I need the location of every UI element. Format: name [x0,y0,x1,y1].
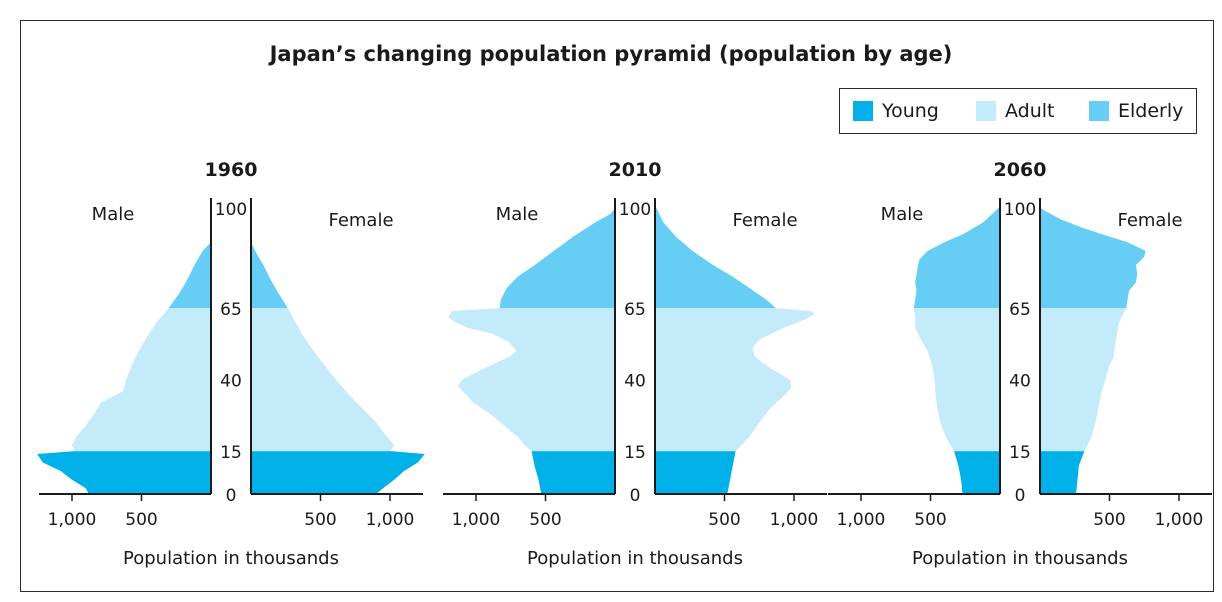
pop-tick-label-2010: 500 [708,510,740,530]
chart-title: Japan’s changing population pyramid (pop… [269,42,953,66]
female-label-2060: Female [1117,210,1182,231]
male-elderly-area-2060 [913,208,1000,309]
female-elderly-area-2010 [655,208,776,309]
legend-swatch-adult [976,101,996,121]
age-tick-label-2060: 40 [1009,372,1031,392]
male-adult-area-2060 [913,308,1000,452]
figure-frame [20,20,1214,592]
age-tick-label-1960: 65 [220,300,242,320]
age-tick-label-1960: 0 [226,486,237,506]
female-young-area-1960 [251,451,425,494]
legend-swatch-young [853,101,873,121]
legend-item-young: Young [853,101,939,121]
age-tick-label-2010: 40 [624,372,646,392]
age-tick-label-2060: 100 [1004,200,1036,220]
legend-label-elderly: Elderly [1118,100,1184,122]
male-label-2060: Male [881,204,924,225]
male-label-1960: Male [92,204,135,225]
male-elderly-area-1960 [168,208,211,309]
panel-title-1960: 1960 [205,159,258,181]
legend-label-adult: Adult [1005,100,1055,122]
pop-tick-label-1960: 1,000 [48,510,97,530]
age-tick-label-2010: 15 [624,443,646,463]
male-adult-area-2010 [448,308,615,452]
legend-item-elderly: Elderly [1089,101,1183,121]
male-young-area-2060 [954,451,1000,494]
age-tick-label-1960: 100 [215,200,247,220]
age-tick-label-2060: 0 [1015,486,1026,506]
panel-title-2060: 2060 [994,159,1047,181]
age-tick-label-2010: 0 [630,486,641,506]
male-label-2010: Male [496,204,539,225]
x-axis-title-2010: Population in thousands [527,548,743,569]
pop-tick-label-2010: 1,000 [770,510,819,530]
age-tick-label-2060: 65 [1009,300,1031,320]
age-tick-label-2060: 15 [1009,443,1031,463]
female-elderly-area-2060 [1040,208,1146,309]
age-tick-label-2010: 100 [619,200,651,220]
male-young-area-2010 [531,451,615,494]
legend-swatch-elderly [1089,101,1109,121]
pop-tick-label-2060: 1,000 [837,510,886,530]
age-tick-label-2010: 65 [624,300,646,320]
legend-label-young: Young [882,100,939,122]
pop-tick-label-1960: 500 [304,510,336,530]
pop-tick-label-2060: 500 [914,510,946,530]
female-young-area-2060 [1040,451,1085,494]
male-young-area-1960 [37,451,212,494]
x-axis-title-1960: Population in thousands [123,548,339,569]
pop-tick-label-1960: 500 [125,510,157,530]
male-elderly-area-2010 [499,208,615,309]
female-label-1960: Female [328,210,393,231]
pop-tick-label-2010: 500 [529,510,561,530]
age-tick-label-1960: 15 [220,443,242,463]
x-axis-title-2060: Population in thousands [912,548,1128,569]
panel-title-2010: 2010 [609,159,662,181]
female-adult-area-2010 [655,308,815,452]
pop-tick-label-2010: 1,000 [452,510,501,530]
female-label-2010: Female [732,210,797,231]
male-adult-area-1960 [72,308,211,452]
pop-tick-label-2060: 1,000 [1155,510,1204,530]
age-tick-label-1960: 40 [220,372,242,392]
legend-item-adult: Adult [976,101,1055,121]
female-adult-area-2060 [1040,308,1127,452]
legend: Young Adult Elderly [839,88,1197,134]
female-adult-area-1960 [251,308,395,452]
pop-tick-label-1960: 1,000 [366,510,415,530]
pop-tick-label-2060: 500 [1093,510,1125,530]
female-elderly-area-1960 [251,208,288,309]
female-young-area-2010 [655,451,736,494]
